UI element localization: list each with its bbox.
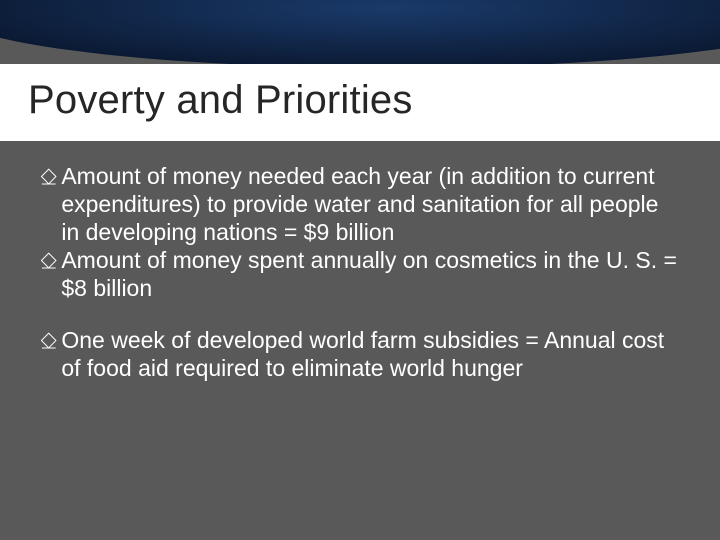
bullet-glyph-icon: ⎐: [40, 328, 57, 355]
wave-blue-icon: [0, 0, 720, 64]
title-container: Poverty and Priorities: [0, 64, 720, 141]
bullet-group-2: ⎐ One week of developed world farm subsi…: [40, 326, 680, 382]
slide: Poverty and Priorities ⎐ Amount of money…: [0, 0, 720, 540]
bullet-item: ⎐ Amount of money needed each year (in a…: [40, 162, 680, 246]
slide-title: Poverty and Priorities: [28, 78, 692, 123]
bullet-item: ⎐ Amount of money spent annually on cosm…: [40, 246, 680, 302]
bullet-text: Amount of money needed each year (in add…: [61, 162, 680, 246]
slide-body: ⎐ Amount of money needed each year (in a…: [40, 162, 680, 406]
bullet-glyph-icon: ⎐: [40, 248, 57, 275]
bullet-glyph-icon: ⎐: [40, 164, 57, 191]
bullet-group-1: ⎐ Amount of money needed each year (in a…: [40, 162, 680, 302]
bullet-text: One week of developed world farm subsidi…: [61, 326, 680, 382]
bullet-item: ⎐ One week of developed world farm subsi…: [40, 326, 680, 382]
decorative-top-band: [0, 0, 720, 64]
bullet-text: Amount of money spent annually on cosmet…: [61, 246, 680, 302]
